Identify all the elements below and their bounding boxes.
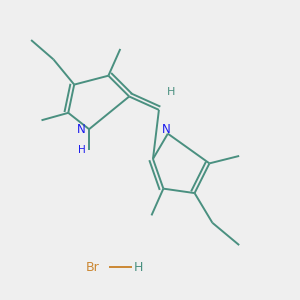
Text: H: H <box>78 145 86 155</box>
Text: H: H <box>167 87 175 97</box>
Text: N: N <box>162 123 171 136</box>
Text: Br: Br <box>86 261 100 274</box>
Text: N: N <box>77 123 86 136</box>
Text: H: H <box>134 261 143 274</box>
